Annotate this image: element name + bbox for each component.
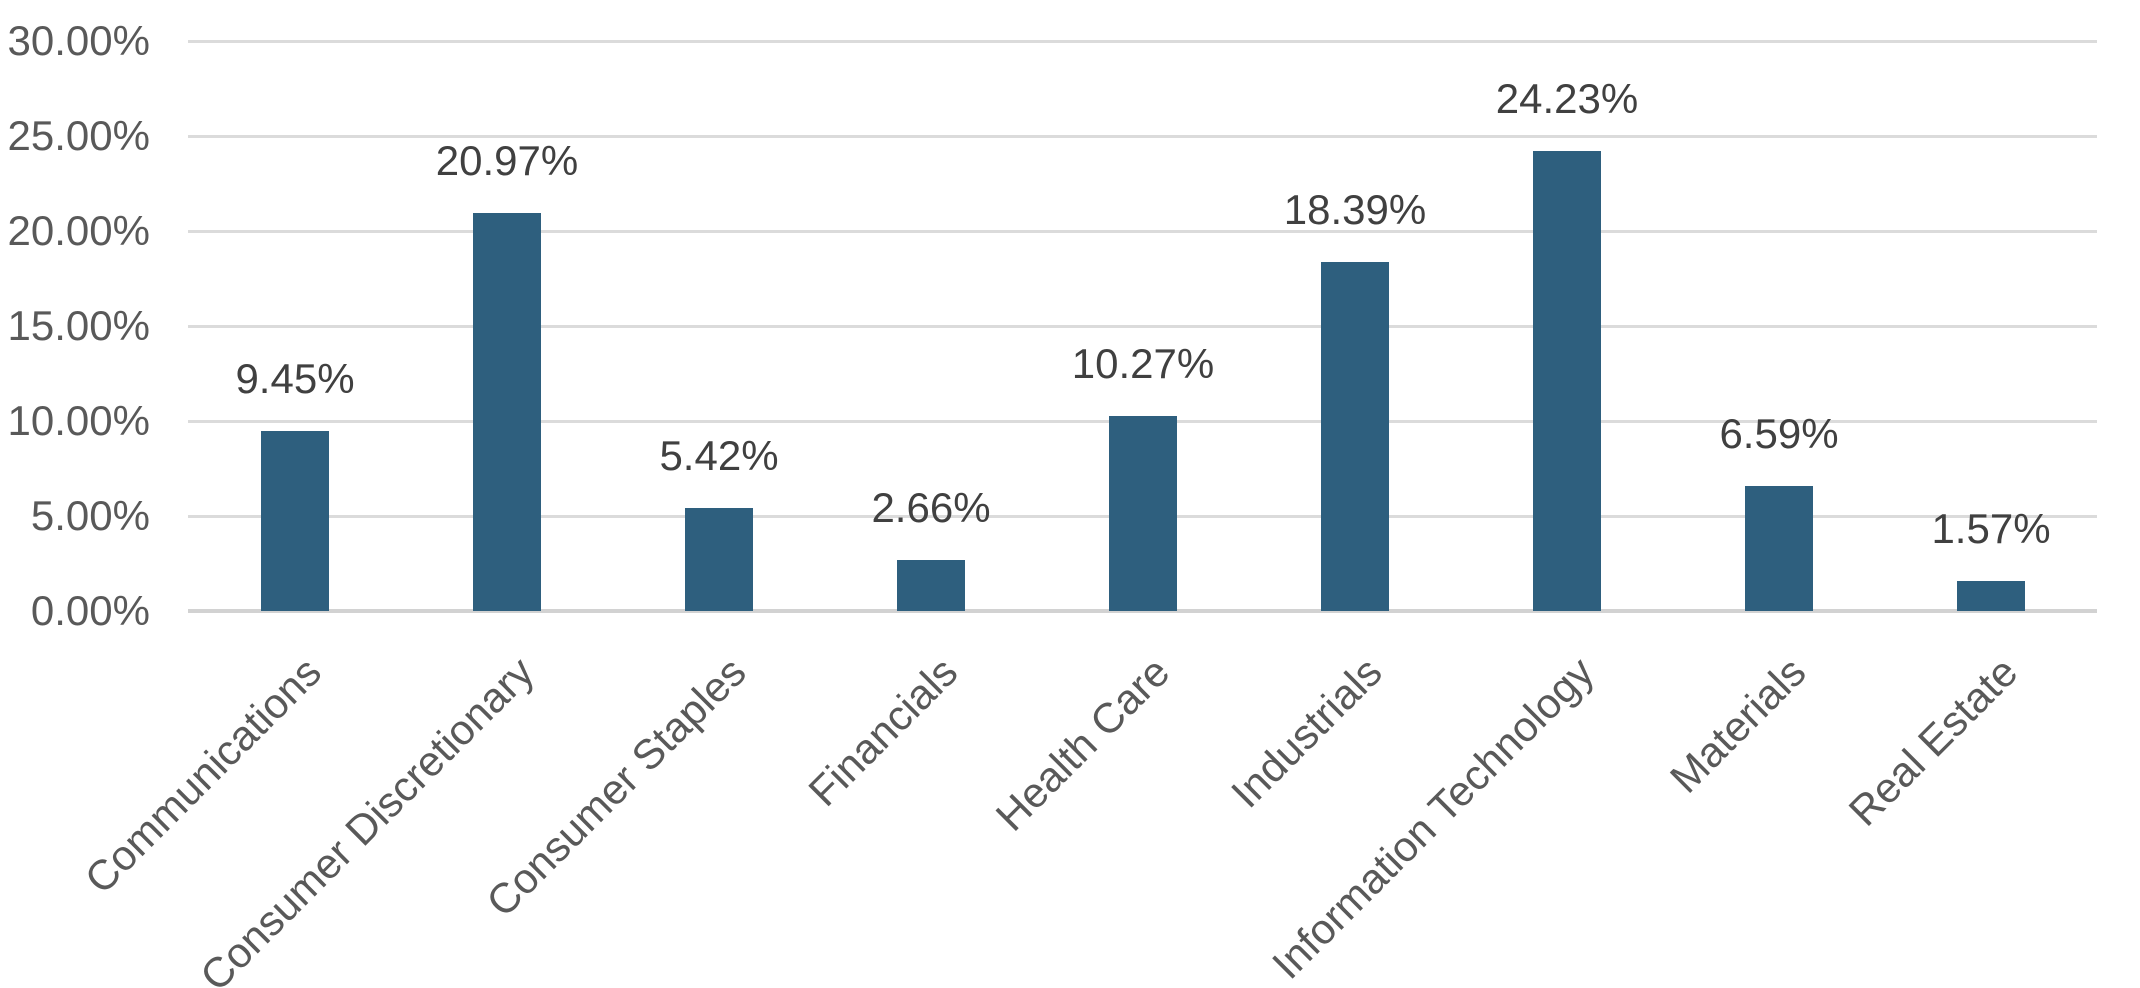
bar-consumer-discretionary: [473, 212, 541, 611]
bar-value-label: 5.42%: [659, 432, 779, 480]
bar-real-estate: [1957, 581, 2025, 611]
x-axis-category-label: Consumer Discretionary: [190, 648, 543, 988]
bar-value-label: 9.45%: [235, 355, 355, 403]
y-axis-tick-label: 20.00%: [7, 207, 150, 254]
gridline: [188, 135, 2097, 138]
x-axis-category-label: Health Care: [986, 648, 1179, 840]
bar-value-label: 6.59%: [1719, 409, 1839, 457]
y-axis-tick-label: 0.00%: [30, 587, 150, 634]
x-axis-category-label: Real Estate: [1839, 648, 2027, 835]
bar-industrials: [1321, 261, 1389, 611]
gridline: [188, 40, 2097, 43]
bar-value-label: 2.66%: [871, 484, 991, 532]
bar-value-label: 20.97%: [435, 136, 579, 184]
x-axis-category-label: Industrials: [1221, 648, 1391, 817]
bar-financials: [897, 560, 965, 611]
bar-health-care: [1109, 415, 1177, 611]
bar-materials: [1745, 485, 1813, 611]
bar-consumer-staples: [685, 508, 753, 611]
y-axis-tick-label: 15.00%: [7, 302, 150, 349]
bar-value-label: 1.57%: [1931, 505, 2051, 553]
gridline: [188, 230, 2097, 233]
y-axis-tick-label: 5.00%: [30, 492, 150, 539]
x-axis-line: [188, 609, 2097, 613]
bar-information-technology: [1533, 150, 1601, 611]
bar-value-label: 24.23%: [1495, 74, 1639, 122]
x-axis-category-label: Financials: [799, 648, 967, 815]
bar-communications: [261, 431, 329, 611]
y-axis-tick-label: 25.00%: [7, 112, 150, 159]
x-axis-category-label: Materials: [1660, 648, 1815, 802]
y-axis-tick-label: 30.00%: [7, 17, 150, 64]
bar-value-label: 18.39%: [1283, 185, 1427, 233]
gridline: [188, 325, 2097, 328]
bar-value-label: 10.27%: [1071, 339, 1215, 387]
y-axis-tick-label: 10.00%: [7, 397, 150, 444]
